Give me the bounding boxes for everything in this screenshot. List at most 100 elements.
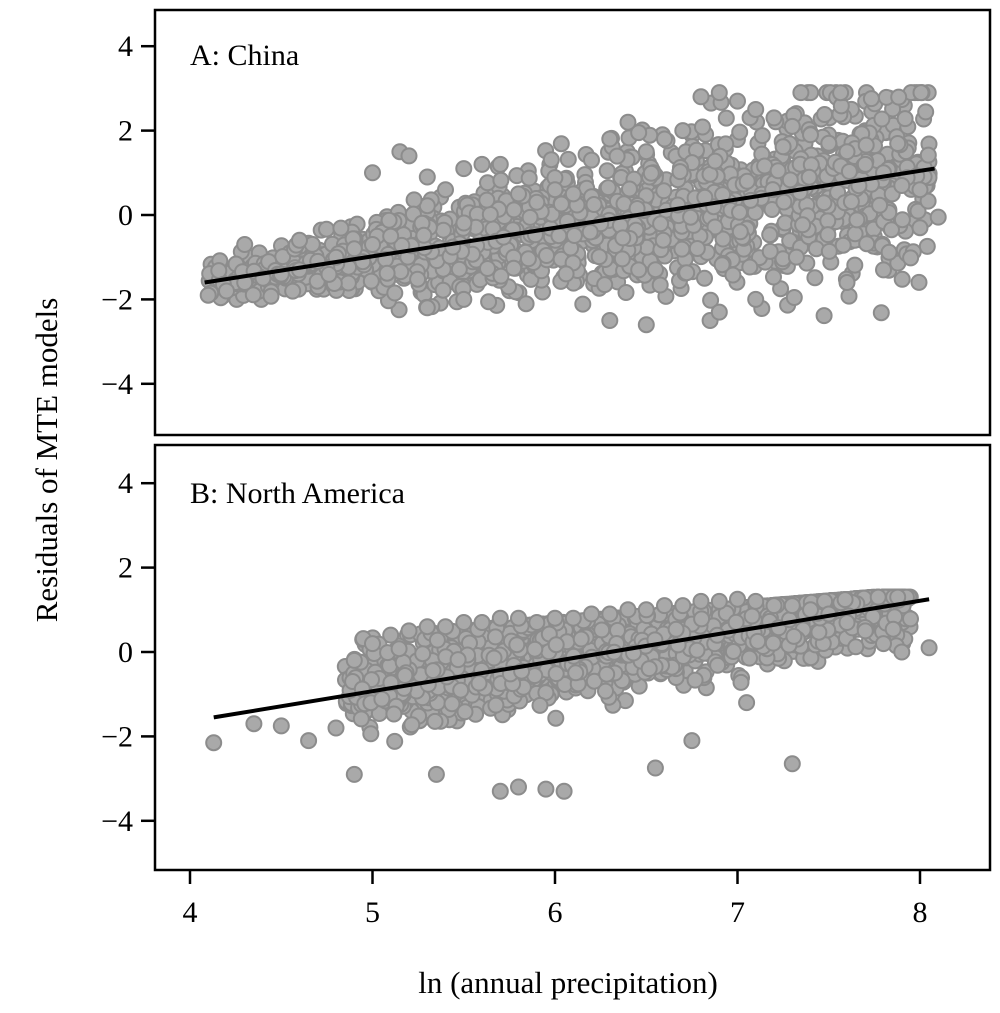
scatter-point: [674, 597, 692, 615]
scatter-point: [710, 84, 728, 102]
scatter-point: [692, 88, 710, 106]
scatter-point: [880, 243, 898, 261]
scatter-point: [667, 620, 685, 638]
scatter-point: [763, 201, 781, 218]
scatter-point: [840, 287, 858, 305]
scatter-point: [869, 588, 887, 606]
scatter-point: [455, 160, 473, 178]
scatter-point: [339, 274, 357, 292]
scatter-point: [364, 164, 381, 182]
scatter-point: [647, 261, 664, 279]
scatter-point: [640, 660, 658, 678]
scatter-point: [550, 227, 568, 245]
scatter-point: [871, 196, 889, 214]
scatter-point: [485, 649, 503, 667]
scatter-point: [902, 610, 919, 628]
scatter-point: [775, 193, 793, 211]
scatter-point: [765, 109, 783, 127]
scatter-point: [418, 168, 436, 186]
scatter-point: [380, 211, 398, 229]
scatter-point: [816, 106, 834, 123]
scatter-point: [911, 219, 929, 237]
scatter-point: [654, 231, 672, 249]
scatter-point: [386, 732, 404, 750]
scatter-point: [428, 631, 446, 649]
x-axis-ticks: 4 5 6 7 8: [183, 870, 928, 929]
scatter-point: [774, 138, 792, 156]
scatter-point: [364, 236, 381, 253]
scatter-point: [656, 597, 673, 615]
scatter-point: [875, 261, 892, 279]
scatter-point: [738, 172, 756, 190]
scatter-point: [424, 662, 442, 680]
scatter-point: [262, 287, 280, 305]
y-tick-label: −2: [101, 283, 133, 316]
scatter-point: [709, 656, 727, 674]
y-axis-title: Residuals of MTE models: [29, 298, 64, 623]
scatter-point: [637, 316, 655, 334]
scatter-point: [479, 174, 496, 192]
scatter-point: [450, 260, 468, 278]
scatter-point: [390, 301, 408, 319]
x-tick-label: 6: [548, 896, 563, 929]
scatter-point: [455, 214, 473, 232]
scatter-point: [583, 151, 600, 169]
scatter-point: [838, 274, 856, 291]
scatter-point: [564, 185, 582, 203]
scatter-point: [802, 601, 819, 619]
scatter-point: [199, 286, 217, 304]
scatter-point: [598, 665, 616, 683]
scatter-point: [565, 227, 583, 244]
scatter-point: [547, 665, 565, 683]
scatter-point: [873, 110, 891, 128]
scatter-point: [409, 270, 427, 288]
scatter-point: [747, 101, 765, 118]
scatter-point: [785, 627, 803, 645]
scatter-point: [596, 276, 614, 294]
scatter-point: [574, 295, 592, 313]
scatter-point: [902, 249, 920, 267]
scatter-point: [729, 590, 746, 608]
scatter-point: [332, 219, 350, 237]
scatter-point: [590, 248, 608, 266]
scatter-point: [732, 673, 750, 691]
scatter-point: [382, 227, 400, 245]
scatter-point: [479, 260, 496, 277]
scatter-point: [373, 690, 391, 708]
scatter-point: [564, 609, 582, 627]
scatter-point: [729, 92, 746, 110]
scatter-point: [918, 237, 936, 255]
scatter-point: [872, 304, 890, 322]
scatter-point: [510, 609, 527, 627]
plot-frame-north-america: [153, 443, 992, 872]
scatter-points-china: [199, 84, 947, 334]
scatter-point: [920, 639, 938, 657]
scatter-point: [842, 193, 860, 211]
scatter-point: [671, 163, 689, 181]
scatter-point: [300, 732, 318, 750]
scatter-point: [714, 230, 732, 248]
scatter-point: [617, 284, 635, 301]
scatter-point: [345, 651, 363, 669]
x-axis-title: ln (annual precipitation): [418, 965, 718, 1000]
scatter-point: [378, 264, 396, 282]
scatter-point: [236, 236, 254, 253]
scatter-point: [415, 226, 433, 244]
scatter-point: [480, 293, 498, 311]
scatter-point: [487, 696, 505, 714]
scatter-point: [917, 103, 935, 121]
scatter-point: [911, 181, 929, 199]
scatter-point: [875, 635, 892, 653]
scatter-point: [492, 267, 510, 285]
scatter-point: [210, 262, 228, 280]
scatter-point: [858, 235, 876, 253]
scatter-point: [572, 630, 590, 648]
scatter-point: [519, 250, 537, 268]
scatter-point: [557, 265, 575, 283]
panel-china: 4 2 0 −2 −4 A: China: [101, 8, 992, 437]
scatter-point: [764, 634, 782, 652]
scatter-point: [769, 162, 787, 180]
scatter-point: [546, 609, 564, 627]
scatter-point: [724, 643, 742, 660]
scatter-point: [470, 674, 488, 692]
